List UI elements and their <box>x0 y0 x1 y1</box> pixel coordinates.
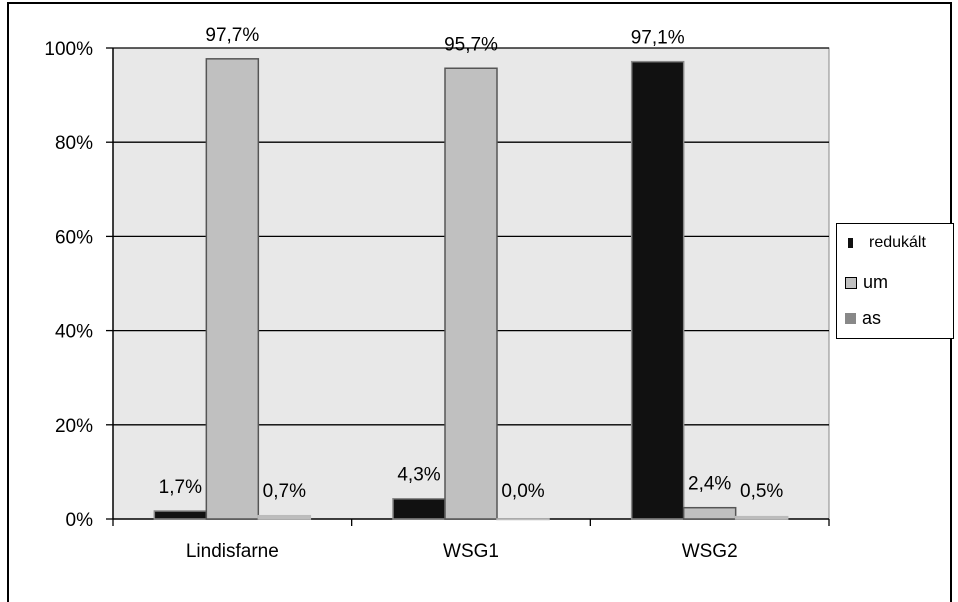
bar-chart: 0% 20% 40% 60% 80% 100% 1,7% 97,7% 0,7% Lindisfar… <box>44 25 830 562</box>
legend: redukált um as <box>836 223 954 339</box>
data-label: 97,1% <box>631 28 685 49</box>
bar-as-WSG2 <box>734 515 789 520</box>
legend-swatch-um <box>845 276 857 289</box>
data-label: 0,5% <box>740 481 783 502</box>
bar-redukált-WSG2 <box>630 60 685 520</box>
bar-um-WSG1 <box>444 67 498 520</box>
legend-label-redukalt: redukált <box>869 234 926 251</box>
data-label: 0,7% <box>263 481 306 502</box>
data-label: 97,7% <box>205 25 259 46</box>
bar-um-Lindisfarne <box>205 58 260 520</box>
bar-redukált-Lindisfarne <box>153 510 208 520</box>
x-tick-label: Lindisfarne <box>186 541 279 562</box>
data-label: 2,4% <box>688 474 731 495</box>
bar-as-Lindisfarne <box>257 514 312 520</box>
bar-um-WSG2 <box>682 506 737 520</box>
legend-item-as: as <box>845 308 881 329</box>
x-tick-label: WSG1 <box>443 541 499 562</box>
legend-item-um: um <box>845 272 888 293</box>
legend-label-um: um <box>863 272 889 292</box>
y-tick-label: 100% <box>44 39 93 60</box>
y-tick-label: 40% <box>55 322 93 343</box>
x-tick-label: WSG2 <box>682 541 738 562</box>
data-label: 95,7% <box>444 34 498 55</box>
y-tick-label: 60% <box>55 227 93 248</box>
legend-label-as: as <box>862 308 882 328</box>
data-label: 4,3% <box>397 465 440 486</box>
bar-as-WSG1 <box>496 518 550 521</box>
legend-item-redukalt: redukált <box>845 234 926 252</box>
data-label: 0,0% <box>501 481 544 502</box>
y-tick-label: 0% <box>66 510 94 531</box>
bar-redukált-WSG1 <box>392 497 446 520</box>
y-tick-label: 80% <box>55 133 93 154</box>
legend-swatch-as <box>845 313 856 324</box>
y-tick-label: 20% <box>55 416 93 437</box>
data-label: 1,7% <box>159 477 202 498</box>
legend-swatch-redukalt <box>848 238 853 248</box>
